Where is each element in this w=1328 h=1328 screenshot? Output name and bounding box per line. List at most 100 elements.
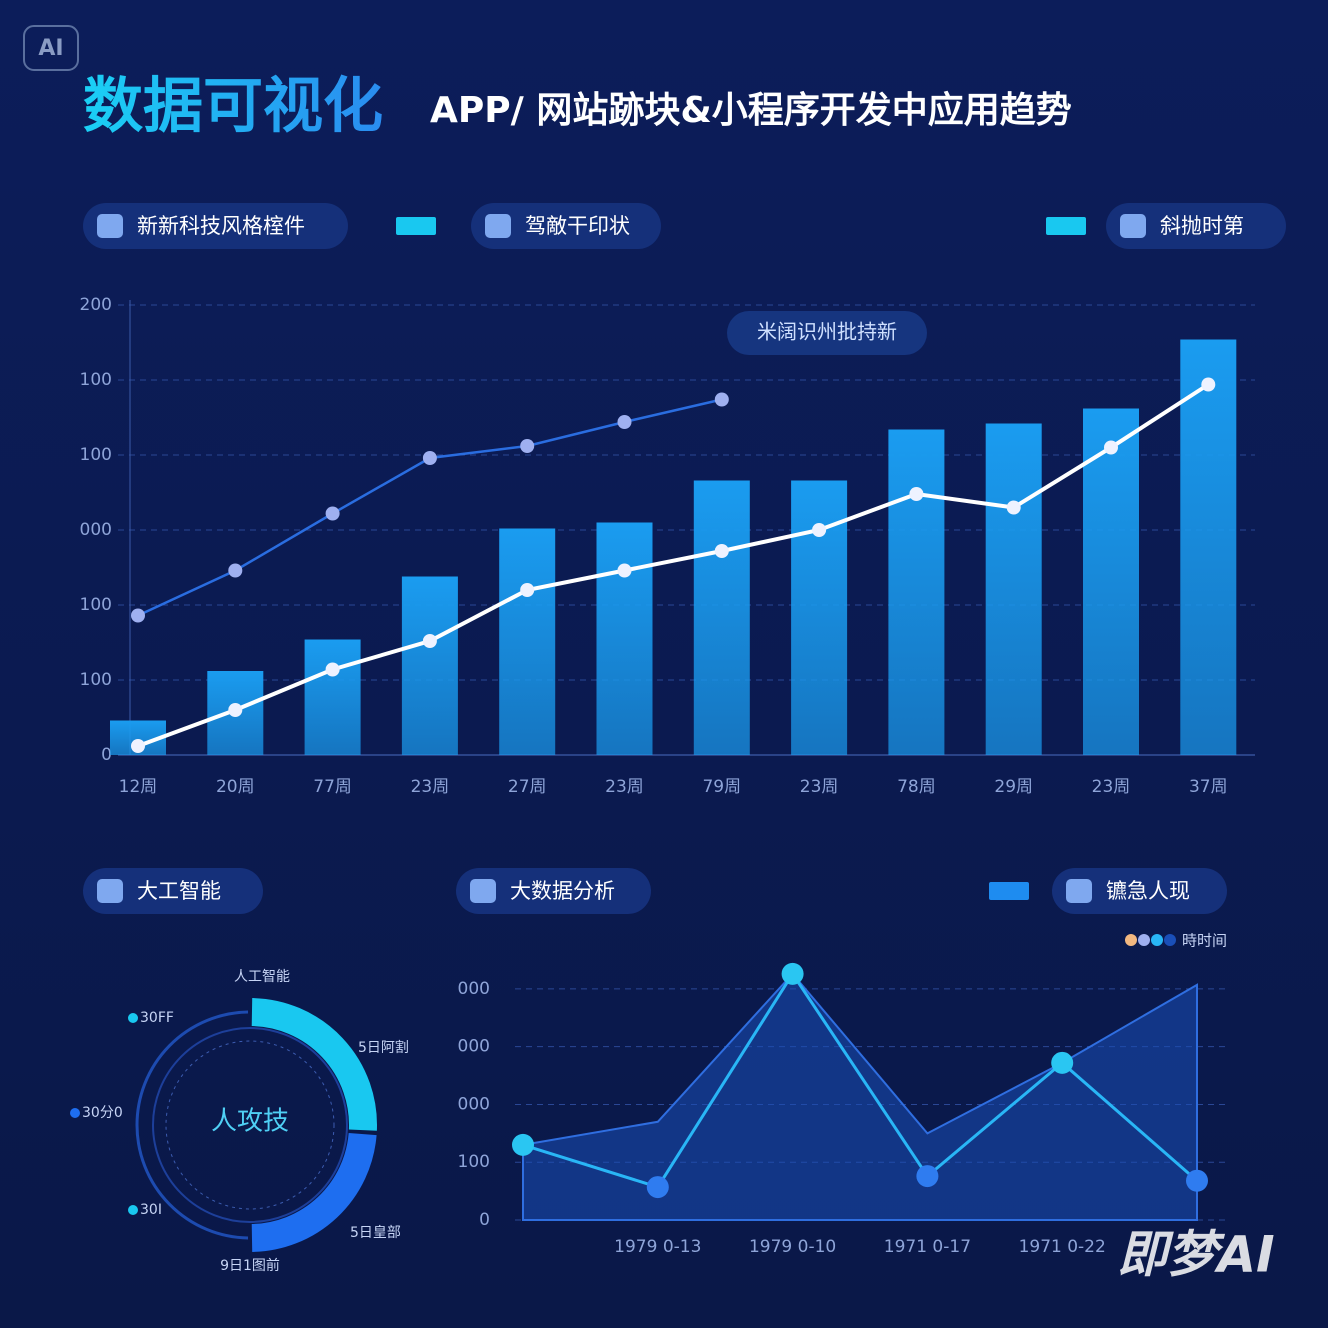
donut-segment (251, 1132, 377, 1252)
x-tick-label: 27周 (508, 777, 547, 797)
annotation-dot (128, 1205, 138, 1215)
x-tick-label: 20周 (216, 777, 255, 797)
legend-dot (1164, 934, 1176, 946)
legend-dot (1125, 934, 1137, 946)
x-tick-label: 12周 (119, 777, 158, 797)
line-point (228, 563, 243, 578)
donut-annotation: 5日阿割 (358, 1039, 409, 1056)
line-point (131, 739, 145, 753)
line (522, 971, 1198, 1189)
bar (596, 522, 653, 755)
bar (1180, 339, 1237, 755)
x-tick-label: 1979 0-10 (749, 1237, 836, 1257)
legend-dot (1138, 934, 1150, 946)
pill-label: 大数据分析 (510, 879, 615, 903)
line-point (1104, 440, 1118, 455)
line-point (916, 1165, 939, 1188)
line-point (131, 608, 145, 623)
donut-annotation: 人工智能 (234, 969, 290, 985)
y-tick-label: 000 (458, 1037, 490, 1057)
line-point (1201, 377, 1216, 392)
donut-annotation: 9日1图前 (220, 1257, 280, 1274)
subtitle: APP/ 网站跡块&小程序开发中应用趋势 (430, 90, 1072, 131)
y-tick-label: 000 (458, 979, 490, 999)
pill (471, 203, 661, 249)
y-tick-label: 100 (80, 370, 112, 390)
inner-ring (152, 1027, 348, 1223)
pill-label: 斜抛时第 (1160, 214, 1244, 238)
annotation-box (727, 311, 927, 355)
pill (83, 203, 348, 249)
x-tick-label: 23周 (800, 777, 839, 797)
pill-icon (1066, 879, 1092, 903)
line-point (617, 415, 632, 429)
donut-annotation: 30FF (140, 1010, 174, 1026)
line-point (909, 487, 924, 501)
bar (888, 429, 945, 755)
line-point (512, 1133, 534, 1156)
donut-segment (135, 1010, 249, 1240)
line-point (617, 563, 632, 578)
line-point (646, 1176, 669, 1199)
y-tick-label: 100 (80, 595, 112, 615)
line-point (325, 506, 340, 521)
line-point (228, 703, 243, 717)
legend-label: 時时间 (1182, 932, 1227, 950)
donut-annotation: 30I (140, 1202, 162, 1218)
legend-swatch (396, 217, 436, 235)
pill-label: 驾敵干印状 (525, 214, 630, 238)
line-point (812, 523, 827, 537)
pill-icon (97, 879, 123, 903)
pill-icon (470, 879, 496, 903)
bar (693, 480, 750, 755)
x-tick-label: 1971 0-17 (884, 1237, 971, 1257)
pill-icon (1120, 214, 1146, 238)
pill-label: 新新科技风格榁件 (137, 214, 305, 238)
donut-annotation: 30分0 (82, 1105, 123, 1121)
annotation-dot (128, 1013, 138, 1023)
pill (1052, 868, 1227, 914)
pill-label: 镳急人现 (1106, 879, 1190, 903)
pill (456, 868, 651, 914)
donut-annotation: 5日皇部 (350, 1225, 401, 1241)
line-point (714, 392, 729, 407)
badge: AI (38, 36, 63, 61)
x-tick-label: 79周 (702, 777, 741, 797)
pill-icon (485, 214, 511, 238)
line-point (1051, 1051, 1074, 1074)
line-point (325, 662, 340, 677)
line-point (714, 544, 729, 558)
y-tick-label: 200 (80, 295, 112, 315)
legend-swatch (989, 882, 1029, 900)
line-point (422, 451, 437, 465)
title: 数据可视化 (83, 72, 383, 142)
annotation: 米阔识州批持新 (757, 320, 897, 344)
line-point (520, 439, 535, 453)
x-tick-label: 77周 (313, 777, 352, 797)
line-point (520, 583, 535, 597)
pill-icon (97, 214, 123, 238)
watermark: 即梦AI (1117, 1226, 1274, 1284)
y-tick-label: 100 (458, 1152, 490, 1172)
inner-dashed (165, 1040, 335, 1210)
x-tick-label: 1979 0-13 (614, 1237, 701, 1257)
bar (304, 639, 361, 755)
bar (1083, 408, 1139, 755)
y-tick-label: 100 (80, 445, 112, 465)
bar (985, 423, 1042, 755)
x-tick-label: 78周 (897, 777, 936, 797)
x-tick-label: 1971 0-22 (1019, 1237, 1106, 1257)
line-point (1006, 500, 1021, 515)
y-tick-label: 0 (101, 745, 112, 765)
donut-segment (251, 998, 377, 1131)
y-tick-label: 000 (458, 1094, 490, 1114)
y-tick-label: 000 (80, 520, 112, 540)
donut-center-label: 人攻技 (211, 1107, 289, 1137)
bar (499, 528, 556, 755)
legend-dot (1151, 934, 1163, 946)
line-point (422, 634, 437, 648)
line-point (781, 962, 804, 985)
pill (83, 868, 263, 914)
legend-swatch (1046, 217, 1086, 235)
